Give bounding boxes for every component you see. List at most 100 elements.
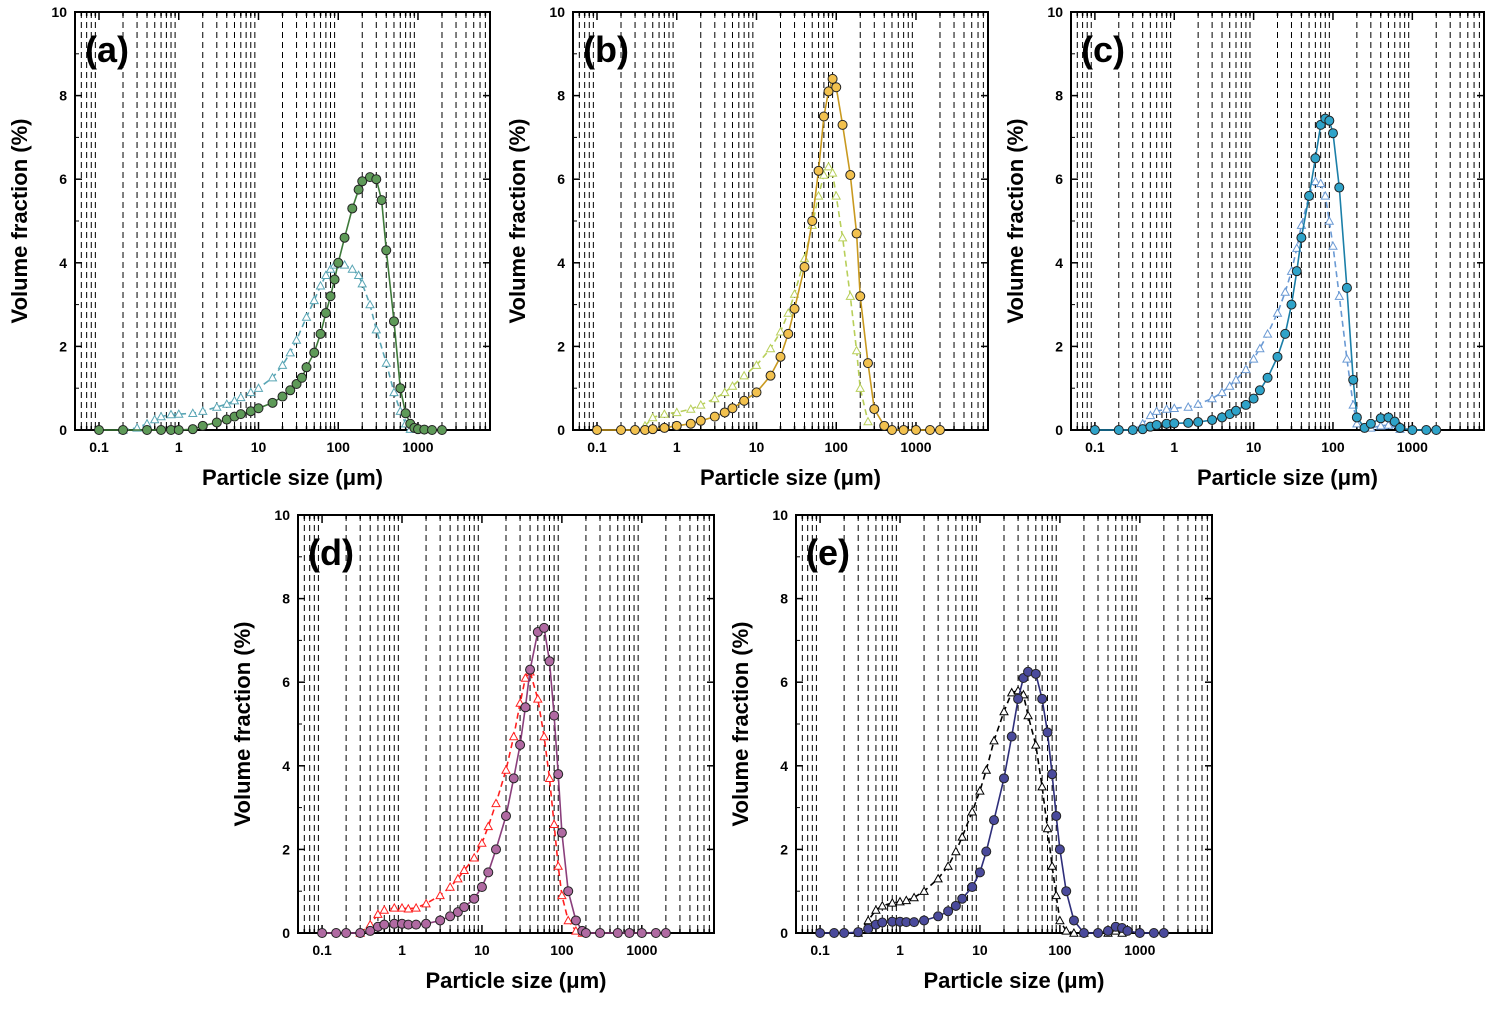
data-point bbox=[421, 918, 432, 929]
data-point bbox=[829, 928, 840, 938]
data-point bbox=[187, 408, 198, 417]
data-point bbox=[886, 425, 897, 435]
data-point bbox=[277, 391, 288, 402]
data-point bbox=[1207, 414, 1218, 425]
y-tick-label: 6 bbox=[59, 171, 67, 187]
data-point bbox=[851, 228, 862, 239]
data-point bbox=[853, 927, 864, 938]
data-point bbox=[1255, 343, 1265, 353]
x-tick-label: 1 bbox=[175, 439, 183, 455]
x-tick-label: 1000 bbox=[402, 439, 433, 455]
y-tick-label: 0 bbox=[282, 925, 290, 941]
data-point bbox=[783, 307, 794, 317]
data-point bbox=[1272, 351, 1283, 362]
data-point bbox=[671, 420, 682, 431]
y-tick-label: 6 bbox=[780, 674, 788, 690]
data-point bbox=[1315, 178, 1326, 188]
y-tick-label: 4 bbox=[780, 758, 788, 774]
panel-label: (e) bbox=[806, 532, 850, 573]
data-point bbox=[320, 307, 331, 318]
data-point bbox=[1431, 425, 1442, 435]
data-point bbox=[353, 270, 364, 279]
x-tick-label: 1000 bbox=[900, 439, 931, 455]
data-point bbox=[799, 261, 810, 272]
data-point bbox=[166, 409, 176, 419]
y-tick-label: 10 bbox=[274, 507, 290, 523]
data-point bbox=[827, 167, 838, 177]
data-point bbox=[827, 73, 838, 84]
data-point bbox=[549, 819, 559, 828]
x-axis-title: Particle size (μm) bbox=[1197, 465, 1378, 490]
y-tick-label: 2 bbox=[282, 841, 290, 857]
x-tick-label: 100 bbox=[1321, 439, 1345, 455]
data-point bbox=[1291, 243, 1302, 252]
data-point bbox=[831, 82, 842, 93]
chart-panel: 0 2 4 6 8 10 0.1 1 10 100 1000 Particle size (μm) Vo… bbox=[230, 507, 715, 993]
data-point bbox=[1241, 364, 1251, 374]
chart-panel: 0 2 4 6 8 10 0.1 1 10 100 1000 Particle size (μm) Vo… bbox=[728, 507, 1213, 993]
data-point bbox=[1151, 406, 1162, 415]
data-point bbox=[1047, 769, 1058, 780]
data-point bbox=[1030, 668, 1041, 679]
data-point bbox=[245, 387, 256, 397]
data-point bbox=[1145, 410, 1156, 420]
data-point bbox=[909, 917, 920, 928]
data-point bbox=[315, 328, 326, 339]
panel-label: (b) bbox=[583, 29, 629, 70]
data-point bbox=[1231, 405, 1242, 416]
data-point bbox=[1375, 420, 1386, 430]
x-tick-label: 1000 bbox=[1397, 439, 1428, 455]
data-point bbox=[967, 806, 978, 816]
data-point bbox=[501, 810, 511, 821]
series-line bbox=[359, 670, 583, 934]
data-point bbox=[381, 358, 392, 367]
y-tick-label: 10 bbox=[1047, 4, 1063, 20]
data-point bbox=[709, 411, 720, 422]
data-point bbox=[197, 420, 208, 431]
y-axis-title: Volume fraction (%) bbox=[505, 119, 530, 324]
data-point bbox=[851, 345, 862, 355]
data-point bbox=[508, 731, 519, 741]
data-point bbox=[695, 399, 706, 409]
data-point bbox=[381, 245, 392, 256]
data-point bbox=[807, 216, 818, 226]
data-point bbox=[1151, 419, 1162, 430]
x-tick-label: 0.1 bbox=[810, 942, 830, 958]
data-point bbox=[553, 861, 564, 870]
y-tick-label: 8 bbox=[557, 88, 565, 104]
data-point bbox=[285, 385, 296, 396]
data-point bbox=[1395, 422, 1406, 433]
data-point bbox=[1037, 781, 1047, 791]
data-point bbox=[173, 409, 184, 418]
data-point bbox=[1324, 115, 1335, 126]
data-point bbox=[1389, 416, 1400, 427]
x-tick-label: 0.1 bbox=[312, 942, 332, 958]
data-point bbox=[739, 395, 750, 406]
data-point bbox=[253, 403, 264, 414]
y-tick-label: 2 bbox=[780, 841, 788, 857]
data-point bbox=[775, 326, 786, 336]
x-axis-title: Particle size (μm) bbox=[426, 968, 607, 993]
data-point bbox=[624, 928, 635, 938]
data-point bbox=[901, 895, 912, 905]
y-tick-label: 0 bbox=[780, 925, 788, 941]
data-point bbox=[989, 735, 999, 745]
data-point bbox=[315, 280, 326, 290]
data-point bbox=[277, 360, 288, 369]
data-point bbox=[211, 417, 222, 428]
data-point bbox=[353, 184, 364, 195]
data-point bbox=[436, 425, 447, 435]
data-point bbox=[647, 412, 658, 422]
data-point bbox=[580, 928, 591, 938]
data-point bbox=[1193, 417, 1204, 428]
data-point bbox=[427, 425, 438, 435]
data-point bbox=[1037, 693, 1048, 704]
data-point bbox=[967, 882, 978, 893]
data-point bbox=[211, 401, 222, 411]
y-tick-label: 2 bbox=[59, 338, 67, 354]
chart-panel: 0 2 4 6 8 10 0.1 1 10 100 1000 Particle size (μm) Vo… bbox=[1003, 4, 1485, 490]
data-point bbox=[957, 831, 968, 841]
x-tick-label: 1000 bbox=[1124, 942, 1155, 958]
data-point bbox=[719, 387, 730, 397]
data-point bbox=[156, 425, 167, 435]
